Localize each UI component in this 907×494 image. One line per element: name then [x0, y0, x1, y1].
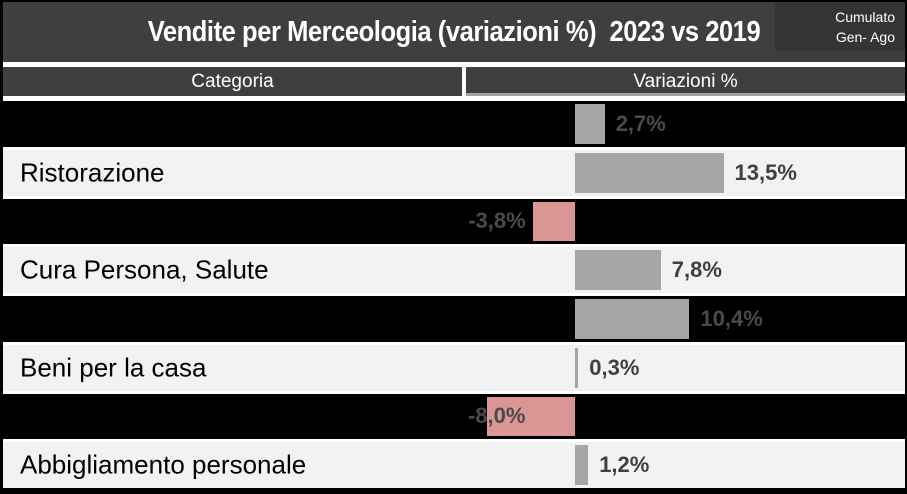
category-label: Abbigliamento personale — [20, 449, 307, 480]
period-note-box: Cumulato Gen- Ago — [775, 2, 905, 51]
table-row: -8,0% — [3, 393, 905, 440]
category-label: Ristorazione — [20, 157, 165, 188]
table-row: Beni per la casa 0,3% — [3, 344, 905, 391]
category-label: Beni per la casa — [20, 352, 207, 383]
bar — [575, 299, 690, 339]
bar — [575, 250, 661, 290]
chart-inner: Vendite per Merceologia (variazioni %) 2… — [3, 2, 905, 488]
table-row: 10,4% — [3, 296, 905, 342]
value-label: 1,2% — [599, 452, 650, 478]
value-label: 13,5% — [734, 159, 797, 185]
chart-title: Vendite per Merceologia (variazioni %) 2… — [147, 15, 761, 48]
value-label: 2,7% — [615, 110, 666, 136]
period-note-line1: Cumulato — [835, 9, 895, 25]
bar — [575, 152, 724, 193]
table-row: Cura Persona, Salute 7,8% — [3, 247, 905, 293]
value-label: 0,3% — [589, 354, 640, 380]
title-bar: Vendite per Merceologia (variazioni %) 2… — [3, 2, 905, 62]
value-label: -3,8% — [468, 208, 526, 234]
chart-rows: 2,7% Ristorazione 13,5% -3,8% Cura Perso… — [3, 101, 905, 488]
value-label: -8,0% — [468, 403, 526, 429]
column-header-variazioni: Variazioni % — [466, 67, 905, 96]
divider-gap — [3, 96, 905, 101]
divider-gap — [3, 62, 905, 67]
bar — [575, 445, 589, 485]
bar — [533, 201, 575, 242]
table-row: Ristorazione 13,5% — [3, 149, 905, 196]
bar — [487, 396, 575, 437]
bar — [575, 347, 579, 388]
category-label: Cura Persona, Salute — [20, 254, 269, 285]
value-label: 10,4% — [700, 305, 763, 331]
table-row: 2,7% — [3, 101, 905, 147]
table-row: -3,8% — [3, 198, 905, 245]
column-header-row: Categoria Variazioni % — [3, 67, 905, 96]
value-label: 7,8% — [671, 257, 722, 283]
bar — [575, 104, 605, 144]
column-divider — [462, 67, 466, 96]
table-row: Abbigliamento personale 1,2% — [3, 442, 905, 488]
column-header-categoria: Categoria — [3, 67, 462, 96]
period-note-line2: Gen- Ago — [835, 28, 895, 45]
